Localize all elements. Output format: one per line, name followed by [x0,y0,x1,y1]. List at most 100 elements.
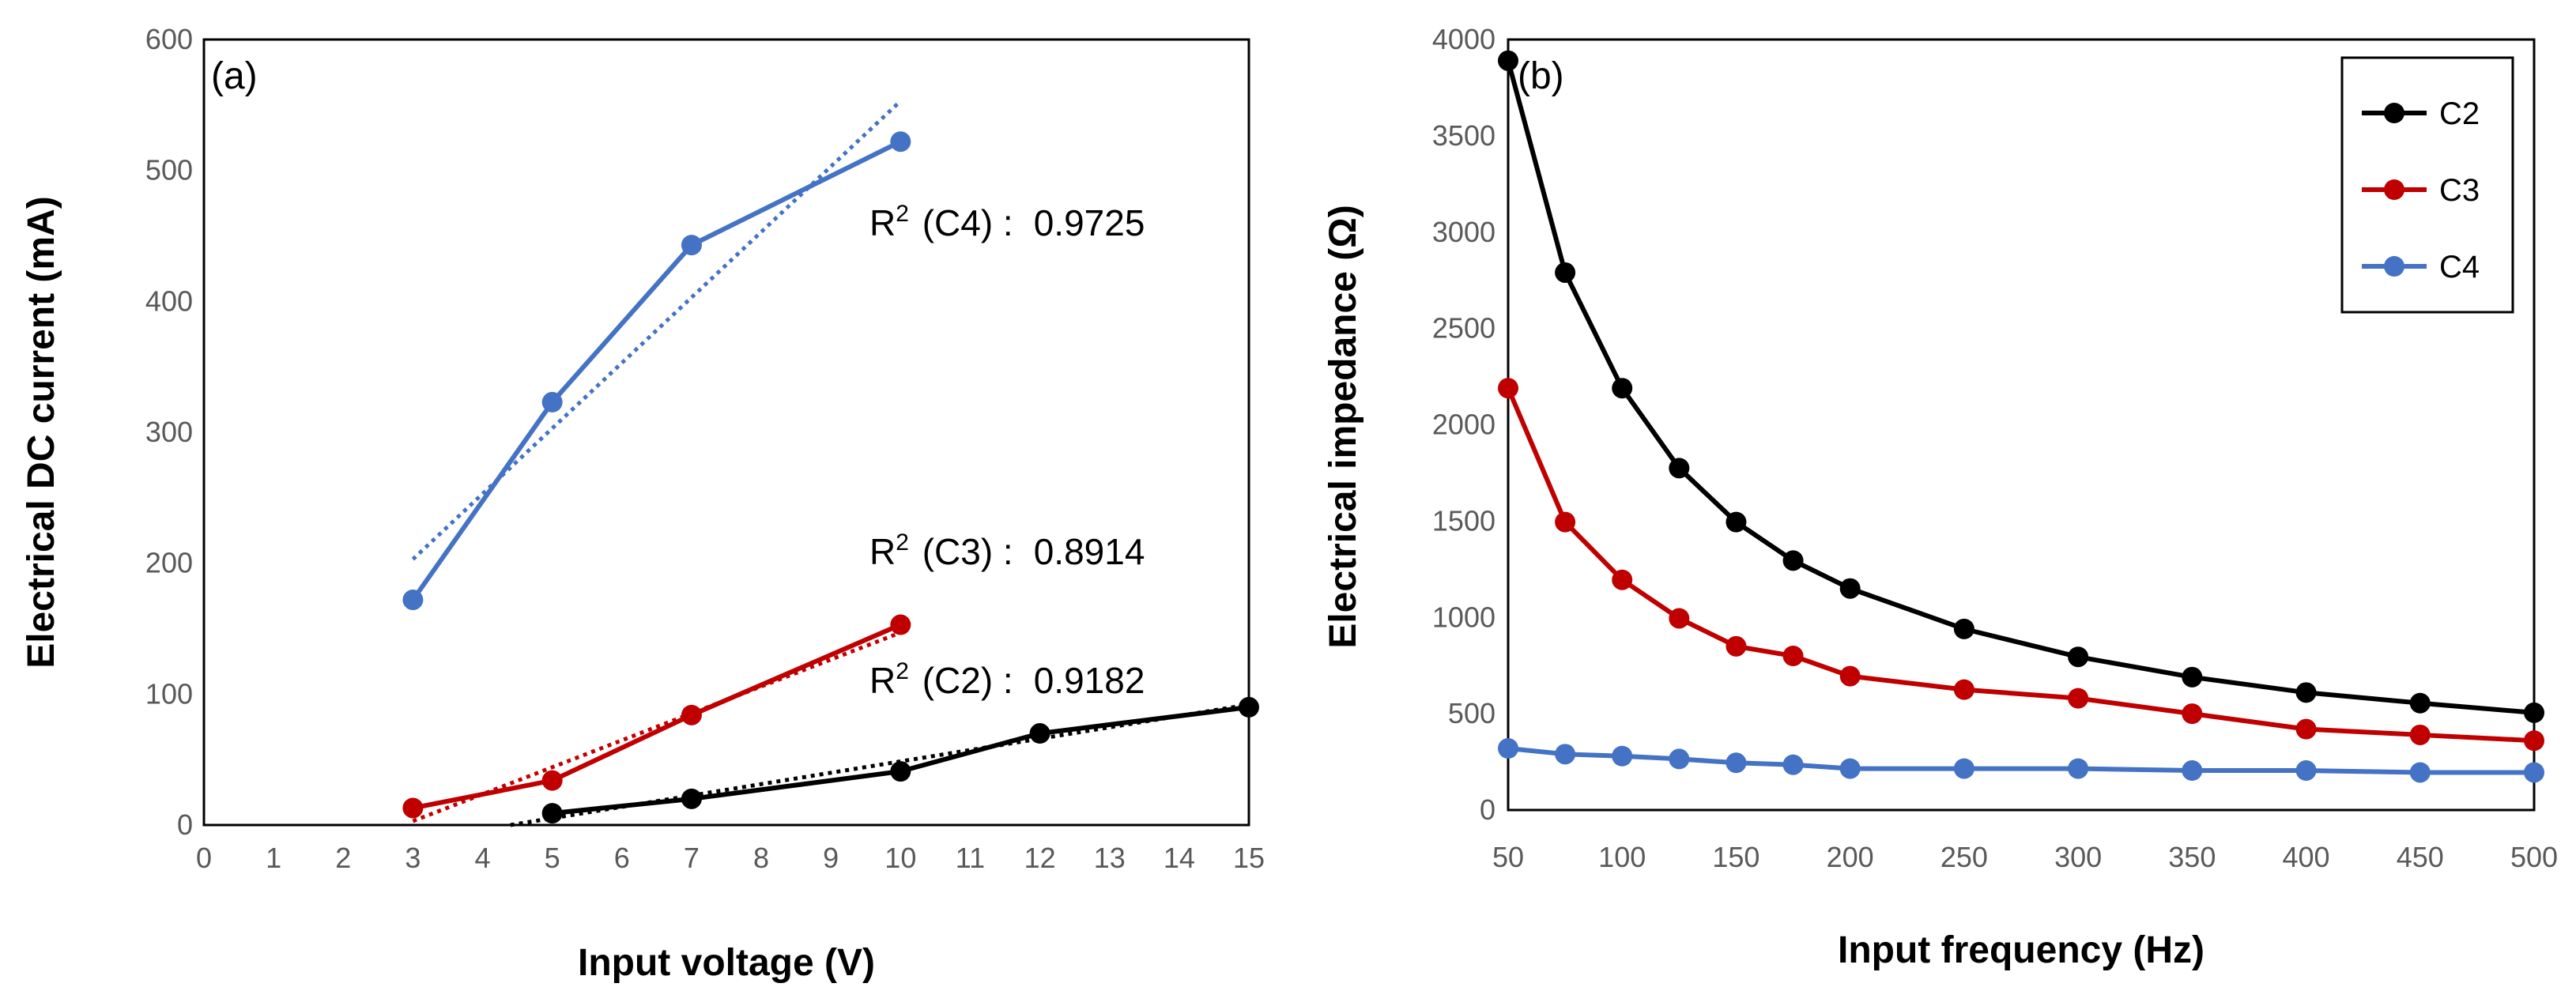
chart-b-x-tick-label: 450 [2397,841,2444,873]
chart-b-x-tick-label: 200 [1827,841,1874,873]
chart-a-point-c2 [541,803,563,824]
chart-a-y-tick-label: 400 [145,284,193,317]
chart-a-x-ticks: 0 1 2 3 4 5 6 7 8 9 10 11 12 13 14 15 [196,842,1265,874]
chart-a-annotations: R2 (C4) :0.9725 R2 (C3) :0.8914 R2 (C2) :0… [869,201,1145,701]
chart-a-point-c3 [541,770,563,791]
chart-b-legend-box [2340,56,2514,314]
chart-b-legend-marker-c2 [2384,103,2404,123]
chart-a-y-tick-label: 300 [145,416,193,448]
chart-b-point-c2 [1726,511,1747,533]
chart-b-point-c4 [1953,758,1974,779]
chart-a-x-tick-label: 7 [684,842,700,874]
chart-b-point-c4 [2068,758,2089,779]
chart-a-r2-annotation-c2: R2 (C2) :0.9182 [869,658,1145,701]
chart-b-legend-label-c4: C4 [2439,250,2480,284]
chart-b-x-tick-label: 300 [2054,841,2102,873]
chart-b-y-tick-label: 1000 [1432,601,1495,633]
chart-b-point-c4 [2182,760,2203,782]
chart-b-point-c2 [2295,682,2317,703]
chart-a-r2-annotation-c3: R2 (C3) :0.8914 [869,529,1145,572]
chart-a-point-c2 [890,761,911,782]
chart-b-point-c4 [1612,745,1633,767]
chart-b-point-c2 [2182,666,2203,688]
chart-a-point-c4 [681,235,702,256]
chart-a-x-tick-label: 0 [196,842,212,874]
chart-b-point-c3 [2182,703,2203,725]
chart-a-x-tick-label: 8 [753,842,769,874]
chart-b-point-c4 [1669,748,1690,770]
chart-b-y-tick-label: 3500 [1432,119,1495,152]
chart-b-point-c3 [2295,718,2317,740]
chart-a-x-tick-label: 6 [614,842,630,874]
chart-b-y-tick-label: 1500 [1432,504,1495,537]
chart-b-y-tick-label: 500 [1448,697,1495,729]
chart-a-point-c3 [681,704,702,725]
chart-a-point-c2 [1239,696,1259,718]
chart-a-trendline-c4 [411,100,903,561]
chart-a-series [402,131,1259,824]
chart-b-point-c2 [1498,50,1518,71]
chart-a-x-tick-label: 10 [884,842,916,874]
chart-a-x-tick-label: 15 [1233,842,1265,874]
chart-a-point-c4 [541,391,563,413]
chart-b-point-c4 [1498,738,1518,759]
chart-b-point-c3 [1555,511,1576,533]
chart-a-point-c3 [890,614,911,635]
chart-b-x-tick-label: 150 [1712,841,1759,873]
chart-a-x-tick-label: 14 [1164,842,1195,874]
chart-a-y-tick-label: 600 [145,23,193,55]
chart-b-y-tick-label: 3000 [1432,216,1495,248]
chart-b-point-c4 [1555,744,1576,765]
chart-b-panel-label: (b) [1518,55,1564,97]
chart-a-x-tick-label: 3 [405,842,421,874]
chart-b-y-ticks: 0 500 1000 1500 2000 2500 3000 3500 4000 [1432,23,1495,826]
chart-b-point-c2 [2524,702,2544,723]
chart-b-point-c3 [1612,569,1633,590]
chart-b-point-c2 [2409,692,2431,714]
chart-b-point-c3 [2068,688,2089,709]
chart-b-x-tick-label: 350 [2168,841,2216,873]
chart-a-point-c3 [402,797,424,819]
chart-b: 0 500 1000 1500 2000 2500 3000 3500 4000 50 100 15… [1322,23,2558,971]
chart-a-point-c4 [890,131,911,153]
chart-a-x-tick-label: 12 [1024,842,1056,874]
chart-b-legend: C2 C3 C4 [2340,56,2514,314]
chart-b-y-tick-label: 4000 [1432,23,1495,55]
chart-b-point-c3 [1782,646,1804,666]
chart-b-point-c2 [1555,262,1576,283]
chart-b-point-c3 [1953,679,1974,700]
chart-a-y-tick-label: 500 [145,154,193,187]
chart-b-x-tick-label: 250 [1940,841,1988,873]
chart-b-x-ticks: 50 100 150 200 250 300 350 400 450 500 [1492,841,2558,873]
chart-a-panel-label: (a) [211,55,258,97]
chart-a-series-line-c4 [410,139,902,601]
chart-a-point-c4 [402,590,424,611]
chart-b-point-c3 [1726,635,1747,657]
chart-b-legend-marker-c3 [2384,179,2404,200]
chart-a-y-tick-label: 0 [177,808,193,841]
chart-b-point-c4 [1726,752,1747,774]
chart-b-legend-label-c2: C2 [2439,96,2480,131]
chart-b-point-c2 [1612,378,1633,399]
chart-b-point-c2 [1953,618,1974,639]
chart-a-r2-annotation-c4: R2 (C4) :0.9725 [869,201,1145,243]
chart-a-x-tick-label: 2 [335,842,351,874]
chart-a-x-axis-title: Input voltage (V) [578,942,875,984]
chart-a-point-c2 [1029,723,1050,744]
chart-a-x-tick-label: 9 [823,842,839,874]
chart-a-x-tick-label: 11 [956,842,985,874]
chart-b-x-tick-label: 400 [2283,841,2330,873]
chart-a-series-line-c3 [412,622,902,811]
chart-b-point-c3 [2409,724,2431,745]
chart-a-x-tick-label: 4 [475,842,491,874]
chart-b-x-tick-label: 500 [2510,841,2558,873]
chart-a-x-tick-label: 1 [266,842,281,874]
chart-b-y-tick-label: 0 [1480,793,1495,826]
chart-a-plot-area [202,38,1250,827]
chart-b-y-axis-title: Electrical impedance (Ω) [1322,205,1364,648]
chart-b-point-c2 [1669,458,1690,479]
chart-b-legend-label-c3: C3 [2439,173,2480,208]
chart-b-x-tick-label: 50 [1492,841,1524,873]
